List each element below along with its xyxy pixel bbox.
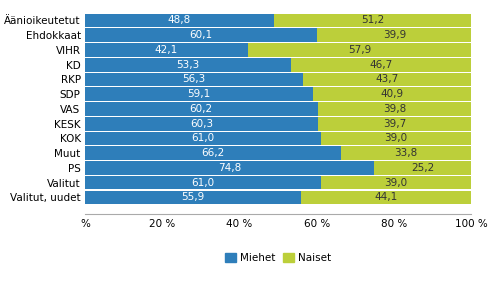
Text: 39,0: 39,0: [385, 178, 408, 188]
Text: 61,0: 61,0: [191, 178, 215, 188]
Bar: [85, 73, 303, 86]
Text: 25,2: 25,2: [411, 163, 434, 173]
Bar: [85, 176, 321, 189]
Bar: [317, 28, 471, 42]
Bar: [301, 191, 471, 204]
Text: 74,8: 74,8: [218, 163, 241, 173]
Bar: [85, 28, 317, 42]
Text: 56,3: 56,3: [182, 75, 205, 85]
Bar: [85, 191, 301, 204]
Bar: [85, 102, 317, 116]
Bar: [303, 73, 471, 86]
Text: 51,2: 51,2: [361, 15, 384, 25]
Bar: [85, 43, 247, 57]
Bar: [247, 43, 471, 57]
Legend: Miehet, Naiset: Miehet, Naiset: [221, 249, 336, 267]
Bar: [85, 58, 291, 72]
Bar: [85, 161, 374, 175]
Bar: [318, 117, 471, 130]
Text: 60,3: 60,3: [190, 119, 213, 129]
Bar: [85, 117, 318, 130]
Text: 44,1: 44,1: [374, 192, 398, 202]
Text: 40,9: 40,9: [381, 89, 404, 99]
Text: 60,1: 60,1: [189, 30, 213, 40]
Bar: [321, 132, 471, 145]
Bar: [341, 146, 471, 160]
Bar: [291, 58, 471, 72]
Text: 33,8: 33,8: [395, 148, 418, 158]
Bar: [313, 88, 471, 101]
Text: 61,0: 61,0: [191, 133, 215, 143]
Text: 39,8: 39,8: [383, 104, 406, 114]
Bar: [85, 88, 313, 101]
Text: 42,1: 42,1: [154, 45, 178, 55]
Bar: [85, 14, 274, 27]
Bar: [374, 161, 471, 175]
Text: 53,3: 53,3: [176, 60, 199, 70]
Bar: [317, 102, 471, 116]
Text: 55,9: 55,9: [181, 192, 205, 202]
Bar: [321, 176, 471, 189]
Text: 66,2: 66,2: [201, 148, 224, 158]
Text: 59,1: 59,1: [187, 89, 211, 99]
Bar: [274, 14, 471, 27]
Text: 46,7: 46,7: [369, 60, 393, 70]
Text: 48,8: 48,8: [168, 15, 191, 25]
Text: 39,7: 39,7: [383, 119, 406, 129]
Text: 60,2: 60,2: [189, 104, 213, 114]
Bar: [85, 146, 341, 160]
Text: 39,0: 39,0: [385, 133, 408, 143]
Text: 57,9: 57,9: [348, 45, 371, 55]
Text: 43,7: 43,7: [375, 75, 399, 85]
Bar: [85, 132, 321, 145]
Text: 39,9: 39,9: [383, 30, 406, 40]
